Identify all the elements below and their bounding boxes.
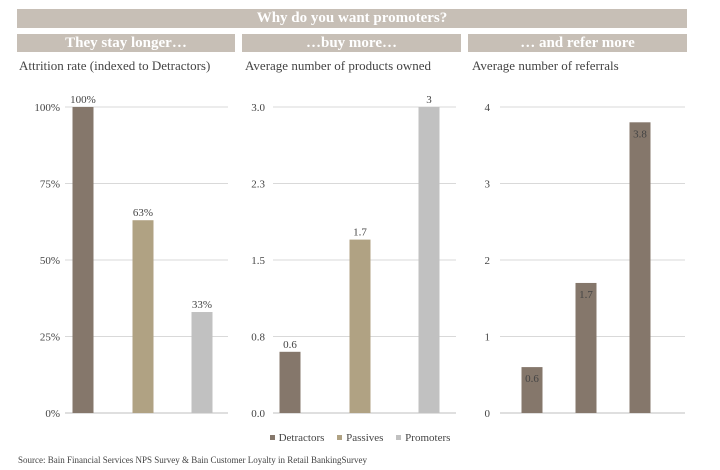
products-tick-label: 1.5 [251,255,265,267]
attrition-bar-detractors [72,107,94,413]
legend-swatch-detractors [269,434,275,440]
products-tick-label: 0.8 [251,332,265,344]
attrition-tick-label: 0% [45,408,60,420]
products-tick-label: 2.3 [251,179,265,191]
legend-item-detractors: Detractors [269,432,325,444]
legend: Detractors Passives Promoters [0,432,720,444]
attrition-data-label-detractors: 100% [70,94,96,106]
attrition-tick-label: 25% [40,332,60,344]
products-data-label-detractors: 0.6 [283,339,297,351]
attrition-tick-label: 50% [40,255,60,267]
referrals-data-label-promoters: 3.8 [633,128,647,140]
referrals-bar-promoters [629,122,651,414]
referrals-data-label-detractors: 0.6 [525,373,539,385]
referrals-tick-label: 1 [485,332,491,344]
panel-subtitle-attrition: Attrition rate (indexed to Detractors) [19,58,211,73]
source-note: Source: Bain Financial Services NPS Surv… [18,455,367,465]
panel-heading-products: …buy more… [242,34,461,52]
products-data-label-passives: 1.7 [353,227,367,239]
referrals-data-label-passives: 1.7 [579,289,593,301]
products-tick-label: 0.0 [251,408,265,420]
attrition-data-label-passives: 63% [133,207,153,219]
products-bar-promoters [418,107,440,413]
products-data-label-promoters: 3 [426,94,432,106]
legend-item-passives: Passives [337,432,383,444]
panel-subtitle-products: Average number of products owned [245,58,432,73]
products-tick-label: 3.0 [251,102,265,114]
legend-item-promoters: Promoters [396,432,450,444]
referrals-tick-label: 2 [485,255,491,267]
referrals-bar-passives [575,282,597,413]
referrals-bar-detractors [521,367,543,413]
referrals-tick-label: 4 [485,102,491,114]
panel-heading-attrition: They stay longer… [17,34,235,52]
attrition-data-label-promoters: 33% [192,299,212,311]
referrals-tick-label: 0 [485,408,491,420]
legend-label-promoters: Promoters [405,432,451,444]
chart-title: Why do you want promoters? [17,9,687,28]
legend-swatch-passives [337,434,343,440]
panel-heading-referrals: … and refer more [468,34,687,52]
panel-subtitle-referrals: Average number of referrals [472,58,619,73]
products-bar-passives [349,239,371,413]
attrition-bar-promoters [191,312,213,413]
attrition-bar-passives [132,220,154,413]
products-bar-detractors [279,351,301,413]
attrition-tick-label: 100% [34,102,60,114]
legend-label-passives: Passives [346,432,384,444]
legend-swatch-promoters [396,434,402,440]
attrition-tick-label: 75% [40,179,60,191]
legend-label-detractors: Detractors [278,432,325,444]
referrals-tick-label: 3 [485,179,491,191]
